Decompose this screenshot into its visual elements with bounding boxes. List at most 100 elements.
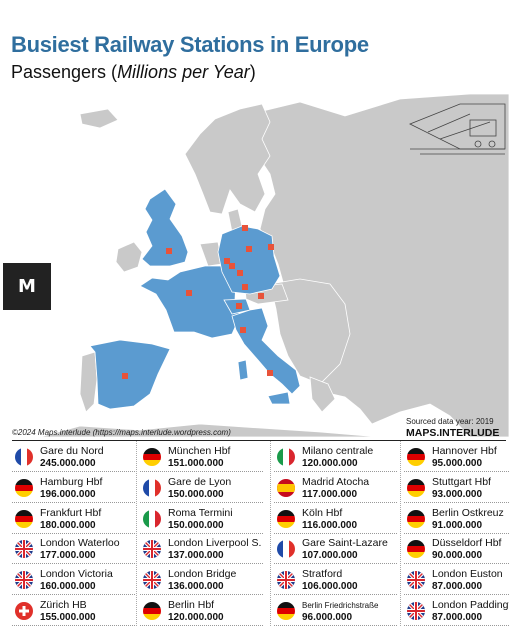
station-row: London Euston 87.000.000	[404, 564, 509, 596]
uk-region	[141, 188, 189, 267]
station-name: Gare Saint-Lazare	[302, 537, 388, 550]
station-passengers: 177.000.000	[40, 550, 96, 562]
station-row: London Liverpool S. 137.000.000	[140, 533, 263, 565]
station-name: Berlin Friedrichstraße	[302, 601, 379, 610]
station-row: Düsseldorf Hbf 90.000.000	[404, 533, 509, 565]
germany-flag-icon	[407, 478, 425, 497]
station-name: London Liverpool S.	[168, 537, 262, 550]
column-divider	[400, 441, 401, 626]
station-row: Berlin Ostkreuz 91.000.000	[404, 503, 509, 534]
brand-label: MAPS.INTERLUDE	[406, 427, 500, 439]
station-name: Hamburg Hbf	[40, 475, 103, 488]
subtitle-prefix: Passengers (	[11, 62, 118, 82]
marker-madrid	[122, 373, 128, 379]
station-row: Roma Termini 150.000.000	[140, 503, 263, 534]
station-row: Köln Hbf 116.000.000	[274, 503, 397, 534]
station-row: Berlin Friedrichstraße 96.000.000	[274, 595, 397, 626]
station-passengers: 96.000.000	[302, 612, 353, 623]
uk-flag-icon	[143, 540, 161, 559]
station-name: Stuttgart Hbf	[432, 475, 491, 488]
greece	[309, 376, 336, 413]
germany-flag-icon	[143, 602, 161, 620]
station-name: München Hbf	[168, 445, 231, 457]
station-passengers: 120.000.000	[302, 458, 358, 469]
station-passengers: 160.000.000	[40, 581, 96, 593]
station-name: Berlin Ostkreuz	[432, 506, 504, 519]
station-passengers: 180.000.000	[40, 519, 96, 531]
iceland	[79, 108, 119, 129]
station-passengers: 136.000.000	[168, 581, 224, 593]
station-passengers: 155.000.000	[40, 612, 96, 623]
marker-london	[166, 248, 172, 254]
germany-flag-icon	[143, 448, 161, 466]
station-column: München Hbf 151.000.000 Gare de Lyon 150.00…	[140, 441, 263, 626]
station-row: Hamburg Hbf 196.000.000	[12, 472, 135, 503]
station-passengers: 196.000.000	[40, 488, 96, 500]
station-passengers: 90.000.000	[432, 550, 483, 562]
station-passengers: 116.000.000	[302, 519, 358, 531]
station-row: London Paddington87.000.000	[404, 595, 509, 626]
subtitle-suffix: )	[249, 62, 256, 82]
stations-table: Gare du Nord 245.000.000 Hamburg Hbf 196.00…	[12, 440, 509, 626]
station-passengers: 95.000.000	[432, 458, 483, 469]
station-passengers: 106.000.000	[302, 581, 358, 593]
station-passengers: 150.000.000	[168, 519, 224, 531]
north-africa	[39, 423, 381, 437]
station-name: Berlin Hbf	[168, 599, 215, 611]
uk-flag-icon	[407, 571, 425, 590]
sicily-region	[267, 391, 291, 405]
marker-duesseldorf	[229, 263, 235, 269]
marker-stuttgart	[242, 284, 248, 290]
italy-region	[231, 307, 301, 395]
marker-muenchen	[258, 293, 264, 299]
station-row: Gare Saint-Lazare 107.000.000	[274, 533, 397, 565]
highlighted-countries	[89, 188, 301, 410]
station-column: Gare du Nord 245.000.000 Hamburg Hbf 196.00…	[12, 441, 135, 626]
marker-hamburg	[242, 225, 248, 231]
marker-hannover	[246, 246, 252, 252]
uk-flag-icon	[15, 571, 33, 590]
germany-region	[217, 225, 281, 295]
italy-flag-icon	[277, 448, 295, 466]
station-passengers: 87.000.000	[432, 612, 483, 623]
other-countries	[39, 94, 509, 437]
station-row: London Waterloo 177.000.000	[12, 533, 135, 565]
germany-flag-icon	[407, 509, 425, 528]
marker-milano	[240, 327, 246, 333]
germany-flag-icon	[407, 540, 425, 559]
marker-koeln	[224, 258, 230, 264]
column-divider	[270, 441, 271, 626]
map-title: Busiest Railway Stations in Europe	[11, 32, 369, 57]
station-row: Gare de Lyon 150.000.000	[140, 472, 263, 503]
station-name: Milano centrale	[302, 445, 374, 457]
marker-frankfurt	[237, 270, 243, 276]
station-row: London Victoria 160.000.000	[12, 564, 135, 596]
station-passengers: 137.000.000	[168, 550, 224, 562]
spain-flag-icon	[277, 478, 295, 497]
uk-flag-icon	[277, 571, 295, 590]
station-name: Hannover Hbf	[432, 445, 497, 457]
station-passengers: 151.000.000	[168, 458, 224, 469]
balkans	[269, 278, 351, 385]
marker-berlin	[268, 244, 274, 250]
germany-flag-icon	[407, 448, 425, 466]
map-subtitle: Passengers (Millions per Year)	[11, 62, 256, 83]
switzerland-flag-icon	[15, 602, 33, 620]
spain-region	[89, 339, 171, 410]
station-passengers: 150.000.000	[168, 488, 224, 500]
uk-flag-icon	[143, 571, 161, 590]
station-name: Köln Hbf	[302, 506, 343, 519]
station-name: London Victoria	[40, 568, 113, 581]
station-passengers: 117.000.000	[302, 488, 358, 500]
station-passengers: 107.000.000	[302, 550, 358, 562]
sardinia-region	[237, 359, 249, 381]
germany-flag-icon	[277, 602, 295, 620]
station-passengers: 245.000.000	[40, 458, 96, 469]
station-row: München Hbf 151.000.000	[140, 441, 263, 472]
marker-zuerich	[236, 303, 242, 309]
marker-paris	[186, 290, 192, 296]
france-flag-icon	[277, 540, 295, 559]
station-row: London Bridge 136.000.000	[140, 564, 263, 596]
station-row: Madrid Atocha 117.000.000	[274, 472, 397, 503]
subtitle-unit: Millions per Year	[117, 62, 250, 82]
